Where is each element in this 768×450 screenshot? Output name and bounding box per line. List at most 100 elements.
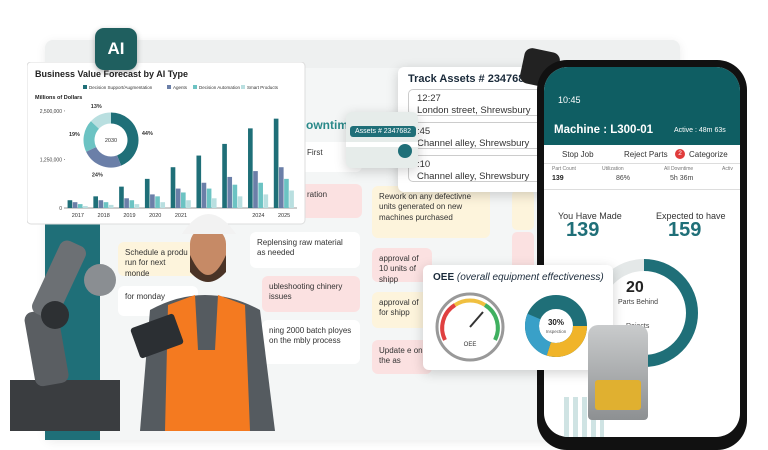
legend-label: Decision Support/Augmentation bbox=[89, 85, 153, 90]
gauge-needle bbox=[469, 311, 484, 328]
oee-card: OEE (overall equipment effectiveness) OE… bbox=[423, 265, 613, 370]
categorize-count: 2 bbox=[675, 149, 685, 159]
bar bbox=[108, 204, 114, 208]
legend-swatch bbox=[241, 85, 245, 89]
robot-segment bbox=[32, 240, 86, 320]
location-row: :45 Channel alley, Shrewsbury bbox=[408, 122, 545, 149]
x-tick-label: 2019 bbox=[123, 213, 135, 219]
stat-value: 5h 36m bbox=[670, 175, 694, 182]
bar bbox=[175, 188, 181, 208]
oee-title: OEE (overall equipment effectiveness) bbox=[433, 272, 604, 283]
robot-joint bbox=[41, 301, 69, 329]
x-tick-label: 2020 bbox=[149, 213, 161, 219]
track-assets-card: Track Assets # 2347682 12:27 London stree… bbox=[398, 67, 555, 192]
bar bbox=[232, 184, 238, 208]
behind-label: Parts Behind bbox=[618, 299, 659, 306]
map-pin bbox=[398, 144, 412, 158]
gauge-red bbox=[440, 303, 457, 341]
stat-label: Utilization bbox=[602, 166, 624, 172]
stats-row bbox=[544, 163, 740, 190]
bar bbox=[98, 200, 104, 208]
donut-label: Inspection bbox=[546, 329, 567, 334]
y-axis-label: Millions of Dollars bbox=[35, 95, 82, 101]
action[interactable]: Categorize bbox=[689, 150, 728, 159]
donut-segment bbox=[90, 112, 112, 130]
x-tick-label: 2021 bbox=[175, 213, 187, 219]
legend-swatch bbox=[167, 85, 171, 89]
donut-value-label: 24% bbox=[92, 172, 103, 178]
x-tick-label: 2025 bbox=[278, 213, 290, 219]
donut-value-label: 13% bbox=[91, 104, 102, 110]
bar bbox=[206, 188, 212, 208]
active-time: Active : 48m 63s bbox=[674, 127, 726, 134]
board-card: Update e on the as bbox=[372, 340, 432, 374]
asset-label: Assets # 2347682 bbox=[350, 126, 417, 137]
location-place: London street, Shrewsbury bbox=[417, 104, 531, 116]
bar bbox=[67, 200, 73, 208]
donut-value-label: 44% bbox=[142, 131, 153, 137]
robot-joint bbox=[84, 264, 116, 296]
bar bbox=[155, 196, 160, 208]
bar bbox=[258, 182, 263, 208]
x-tick-label: 2024 bbox=[252, 213, 264, 219]
made-value: 139 bbox=[566, 219, 600, 241]
stat-value: 139 bbox=[552, 175, 564, 182]
bar bbox=[72, 202, 78, 208]
y-tick-label: 2,500,000 bbox=[40, 109, 62, 115]
worker-tablet bbox=[130, 313, 184, 359]
bar bbox=[253, 171, 258, 208]
board-card: Schedule a produ run for next monde bbox=[118, 242, 198, 278]
board-card: Rework on any defectivne units generated… bbox=[372, 186, 490, 238]
behind-value: 20 bbox=[626, 279, 644, 296]
page: { "ai_badge": "AI", "chart_data": { "typ… bbox=[10, 28, 747, 450]
chart-title: Business Value Forecast by AI Type bbox=[35, 69, 188, 79]
board-card: ration bbox=[300, 184, 362, 218]
legend-swatch bbox=[193, 85, 197, 89]
y-tick-label: 1,250,000 bbox=[40, 157, 62, 163]
made-label: You Have Made bbox=[558, 211, 622, 221]
board-card: ubleshooting chinery issues bbox=[262, 276, 360, 312]
bar bbox=[222, 143, 227, 208]
bar bbox=[103, 202, 109, 208]
expected-label: Expected to have bbox=[656, 211, 726, 221]
bar bbox=[150, 194, 155, 208]
worker-face bbox=[190, 228, 226, 278]
donut-value: 30% bbox=[548, 318, 564, 327]
bar bbox=[124, 198, 129, 208]
bar bbox=[278, 167, 284, 208]
track-title: Track Assets # 2347682 bbox=[408, 73, 531, 85]
location-time: :10 bbox=[417, 159, 431, 170]
x-tick-label: 2018 bbox=[98, 213, 110, 219]
bar bbox=[170, 167, 176, 208]
ai-badge: AI bbox=[95, 28, 137, 70]
bar bbox=[93, 196, 98, 208]
map-road bbox=[346, 142, 418, 147]
oee-donut: 30% Inspection bbox=[525, 295, 587, 357]
bar bbox=[144, 178, 150, 208]
side-card bbox=[512, 190, 534, 230]
gauge-green bbox=[483, 303, 500, 341]
action[interactable]: Stop Job bbox=[562, 150, 594, 159]
donut-segment bbox=[83, 121, 100, 152]
bar bbox=[248, 128, 253, 208]
bar bbox=[211, 198, 217, 208]
board-card: approval of 10 units of shipp bbox=[372, 248, 432, 284]
bar bbox=[201, 182, 207, 208]
robot-base bbox=[10, 380, 120, 431]
worker-helmet bbox=[182, 214, 236, 234]
machine-base bbox=[595, 380, 641, 410]
bar bbox=[273, 118, 279, 208]
bar bbox=[181, 192, 186, 208]
action[interactable]: Reject Parts bbox=[624, 150, 668, 159]
board-card: approval of for shipp bbox=[372, 292, 432, 328]
column-title: owntime bbox=[306, 118, 355, 132]
robot-arm bbox=[10, 240, 120, 431]
donut-segment bbox=[525, 295, 587, 357]
stat-label: All Downtime bbox=[664, 166, 694, 172]
stat-label: Part Count bbox=[552, 166, 576, 172]
bar bbox=[289, 190, 294, 208]
bar bbox=[237, 196, 243, 208]
location-place: Channel alley, Shrewsbury bbox=[417, 137, 530, 149]
stat-label: Activ bbox=[722, 166, 733, 172]
y-tick-label: 0 bbox=[59, 206, 62, 212]
